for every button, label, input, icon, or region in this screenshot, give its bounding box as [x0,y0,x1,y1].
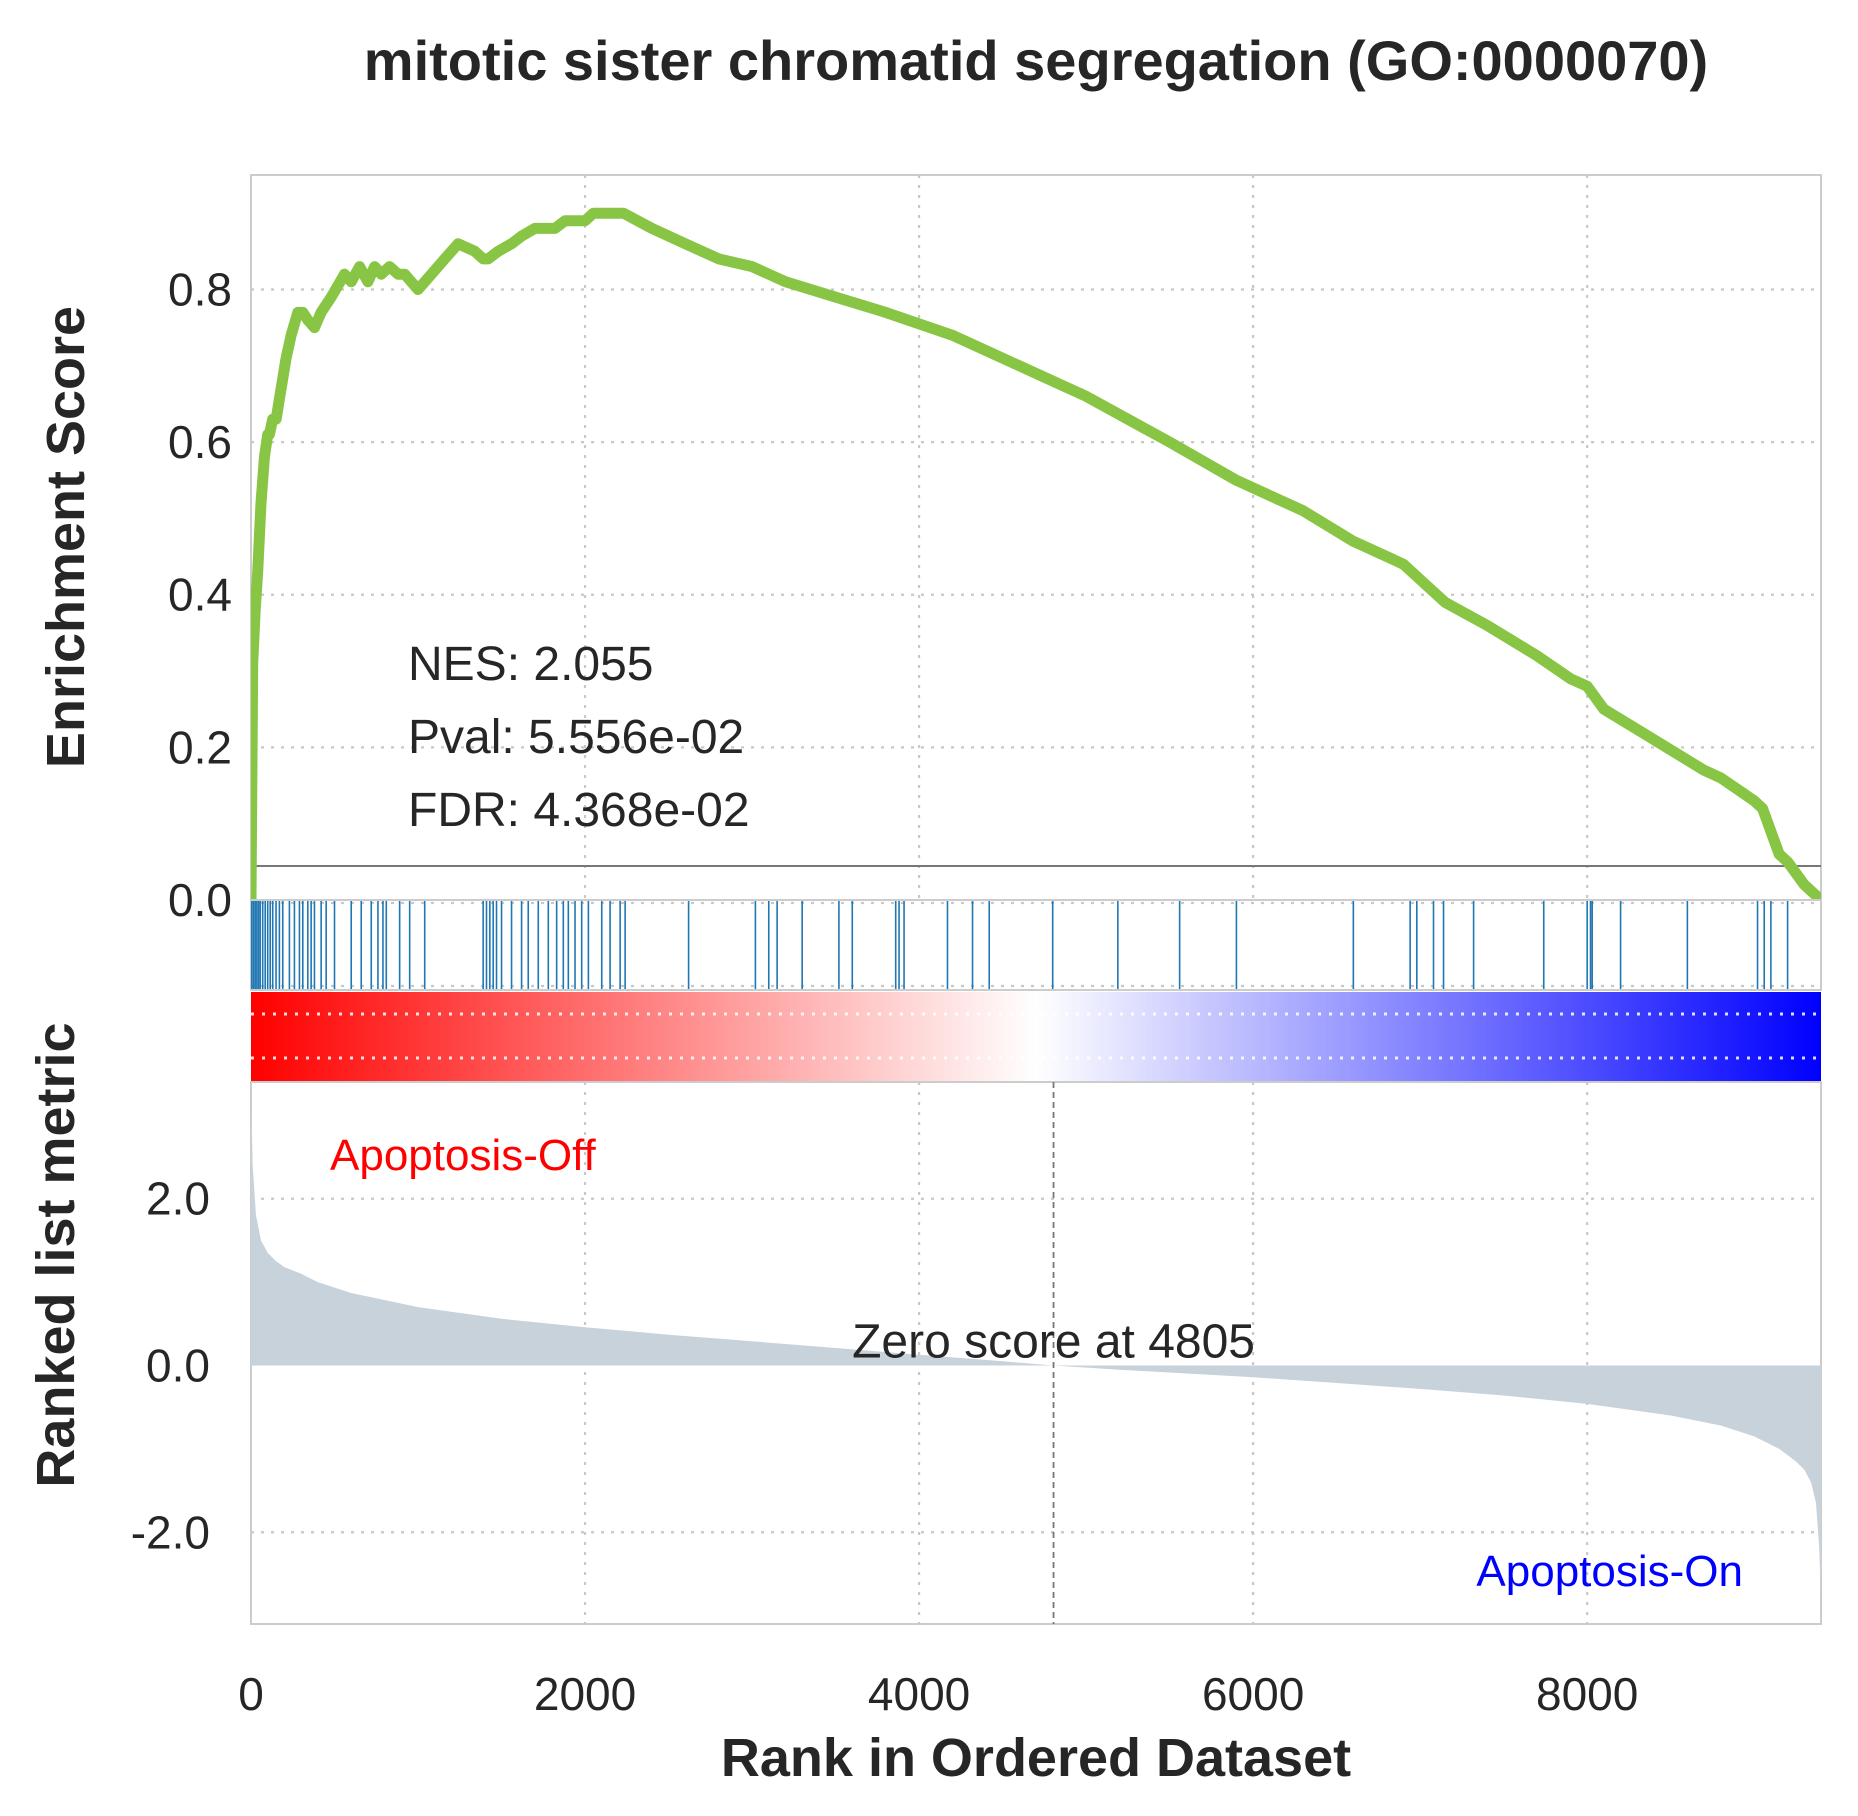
metric-y-tick-label: 2.0 [146,1173,210,1225]
enrichment-frame [250,174,1822,901]
enrichment-score-line [251,207,1821,900]
chart-title: mitotic sister chromatid segregation (GO… [364,29,1708,92]
hits-panel [250,899,1822,991]
x-tick-label: 6000 [1202,1668,1304,1720]
enrichment-y-gridlines [251,288,1821,749]
enrichment-y-tick-label: 0.4 [168,569,232,621]
hits-gridlines [251,901,1821,988]
nes-annotation: NES: 2.055 [408,638,653,691]
enrichment-y-tick-label: 0.6 [168,416,232,468]
x-tick-label: 8000 [1536,1668,1638,1720]
rank-gradient-panel [251,992,1821,1082]
hits-frame [250,899,1822,991]
enrichment-y-tick-labels: 0.0 0.2 0.4 0.6 0.8 [168,263,232,926]
metric-y-tick-label: -2.0 [131,1506,210,1558]
x-tick-label: 0 [238,1668,264,1720]
enrichment-y-tick-label: 0.8 [168,263,232,315]
metric-panel: Zero score at 4805 Apoptosis-Off Apoptos… [26,1022,1822,1625]
enrichment-panel: 0.0 0.2 0.4 0.6 0.8 Enrichment Score NES: 2.… [36,174,1822,926]
x-tick-label: 4000 [868,1668,970,1720]
fdr-annotation: FDR: 4.368e-02 [408,784,750,837]
pval-annotation: Pval: 5.556e-02 [408,711,744,764]
x-tick-labels: 0 2000 4000 6000 8000 [238,1668,1638,1720]
gene-hit-markers [251,901,1789,989]
metric-y-gridlines [251,1197,1821,1534]
enrichment-y-tick-label: 0.2 [168,721,232,773]
condition-on-label: Apoptosis-On [1476,1547,1743,1596]
metric-y-tick-labels: -2.0 0.0 2.0 [131,1173,210,1559]
metric-y-axis-label: Ranked list metric [26,1022,86,1487]
x-tick-label: 2000 [534,1668,636,1720]
enrichment-y-tick-label: 0.0 [168,874,232,926]
condition-off-label: Apoptosis-Off [330,1131,597,1180]
rank-gradient-bar [251,992,1821,1082]
zero-score-label: Zero score at 4805 [852,1316,1255,1369]
metric-y-tick-label: 0.0 [146,1340,210,1392]
enrichment-x-gridlines [583,175,1589,900]
ranked-metric-area [251,1090,1821,1608]
x-axis-label: Rank in Ordered Dataset [721,1728,1351,1788]
enrichment-y-axis-label: Enrichment Score [36,306,96,768]
